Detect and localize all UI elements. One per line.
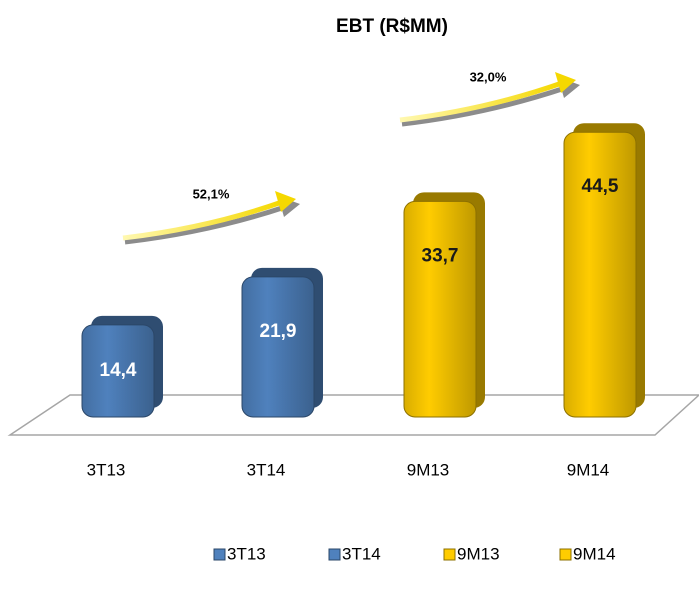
growth-arrow <box>399 72 580 127</box>
legend-label: 9M13 <box>457 544 500 563</box>
bar <box>403 200 477 418</box>
annotation: 52,1% <box>193 186 230 201</box>
x-tick-label: 3T13 <box>87 460 126 479</box>
annotation: 32,0% <box>470 69 507 84</box>
chart-title: EBT (R$MM) <box>336 16 448 37</box>
data-label: 33,7 <box>422 245 459 266</box>
legend-label: 9M14 <box>573 544 616 563</box>
data-label: 44,5 <box>582 176 619 197</box>
x-tick-label: 9M13 <box>407 460 450 479</box>
legend-swatch <box>328 548 341 561</box>
legend-label: 3T14 <box>342 544 381 563</box>
floor <box>7 394 699 436</box>
legend-swatch <box>213 548 226 561</box>
x-tick-label: 9M14 <box>567 460 610 479</box>
bar <box>563 131 637 418</box>
bar <box>241 276 315 418</box>
data-label: 14,4 <box>100 360 137 381</box>
x-tick-label: 3T14 <box>247 460 286 479</box>
growth-arrow <box>122 191 300 245</box>
legend-swatch <box>559 548 572 561</box>
data-label: 21,9 <box>260 321 297 342</box>
legend-swatch <box>443 548 456 561</box>
bar <box>81 324 155 418</box>
legend-label: 3T13 <box>227 544 266 563</box>
